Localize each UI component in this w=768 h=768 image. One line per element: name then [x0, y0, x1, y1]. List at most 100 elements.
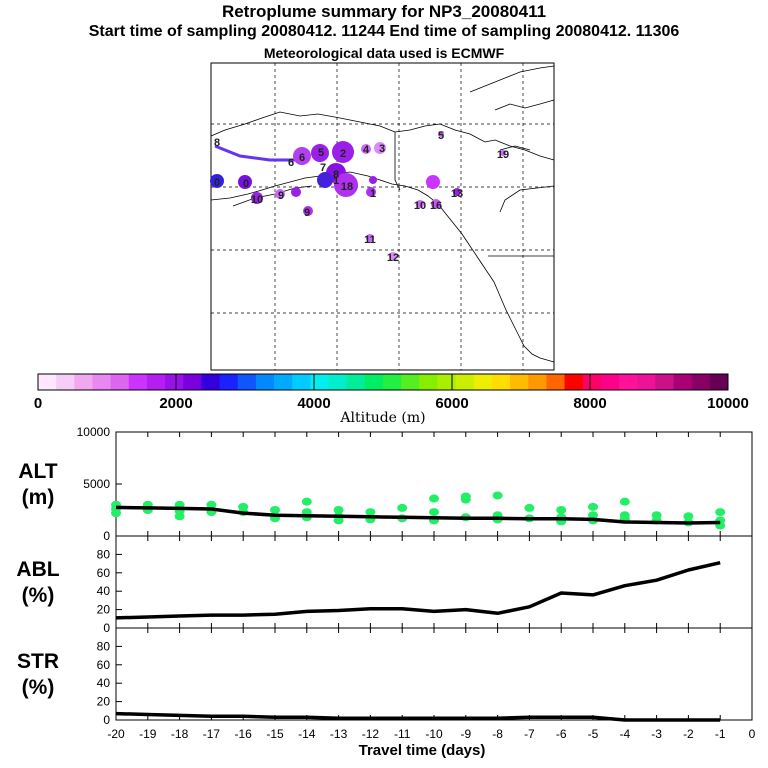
coastline — [210, 65, 555, 363]
alt-point — [715, 508, 726, 517]
plume-blob — [426, 175, 440, 189]
panel-ylabel: STR — [17, 650, 59, 673]
alt-point — [619, 497, 630, 506]
x-tick-label: -11 — [394, 727, 411, 741]
plume-blob — [210, 174, 224, 188]
plume-blob — [453, 188, 461, 196]
plume-blob — [291, 187, 301, 197]
colorbar-segment — [128, 374, 148, 390]
alt-point — [492, 491, 503, 500]
x-tick-label: -6 — [556, 727, 567, 741]
plume-blob — [369, 176, 377, 184]
plume-blob — [389, 252, 397, 260]
colorbar-segment — [709, 374, 729, 390]
x-tick-label: -20 — [107, 727, 125, 741]
alt-point — [365, 508, 376, 517]
y-tick-label: 0 — [103, 621, 110, 635]
y-tick-label: 20 — [97, 695, 111, 709]
panel-yunit: (%) — [22, 584, 55, 607]
colorbar-segment — [383, 374, 402, 390]
colorbar-tick-label: 6000 — [435, 395, 468, 412]
colorbar-tick-label: 8000 — [573, 395, 606, 412]
alt-point — [588, 502, 598, 511]
plume-blob — [251, 192, 263, 204]
map-label: 11 — [364, 234, 376, 246]
x-tick-label: -16 — [235, 727, 253, 741]
y-tick-label: 80 — [97, 547, 111, 561]
alt-point — [556, 506, 567, 514]
y-tick-label: 80 — [97, 639, 111, 653]
y-tick-label: 60 — [97, 658, 111, 672]
colorbar-segment — [564, 374, 584, 390]
map-label: 6 — [288, 157, 294, 169]
colorbar-segment — [219, 374, 239, 390]
plume-trail — [214, 144, 300, 162]
colorbar-segment — [274, 374, 293, 390]
colorbar-tick-label: 4000 — [297, 395, 330, 412]
plume-blob — [332, 141, 354, 163]
alt-point — [524, 503, 535, 512]
y-tick-label: 40 — [97, 676, 111, 690]
map-label: 10 — [251, 194, 263, 206]
colorbar-segment — [637, 374, 656, 390]
x-tick-label: -9 — [460, 727, 471, 741]
x-tick-label: -15 — [266, 727, 284, 741]
plume-blob — [275, 189, 285, 199]
map-label: 5 — [438, 130, 444, 142]
x-tick-label: -7 — [524, 727, 535, 741]
alt-point — [174, 512, 185, 521]
map-label: 12 — [387, 252, 399, 264]
alt-point — [301, 497, 312, 506]
alt-point — [111, 509, 121, 518]
panel-yunit: (m) — [22, 486, 55, 509]
x-tick-label: -5 — [588, 727, 599, 741]
alt-point — [429, 508, 439, 517]
map-label: 19 — [497, 149, 509, 161]
colorbar-segment — [110, 374, 130, 390]
alt-point — [429, 494, 439, 503]
colorbar-segment — [56, 374, 75, 390]
x-tick-label: 0 — [749, 727, 756, 741]
map-label: 1 — [333, 175, 339, 187]
colorbar-segment — [328, 374, 348, 390]
y-tick-label: 0 — [103, 713, 110, 727]
plume-blob — [293, 147, 311, 165]
plume-blob — [366, 187, 376, 197]
panel-frame — [115, 627, 753, 721]
alt-point — [397, 503, 408, 512]
plume-markers — [210, 131, 506, 260]
alt-point — [333, 516, 344, 525]
y-tick-label: 40 — [97, 584, 111, 598]
plume-blob — [303, 206, 313, 216]
alt-point — [270, 506, 280, 514]
colorbar-segment — [455, 374, 475, 390]
colorbar-label: Altitude (m) — [339, 410, 425, 426]
colorbar-segment — [528, 374, 547, 390]
colorbar-segment — [655, 374, 675, 390]
plume-blob — [438, 131, 444, 137]
y-tick-label: 10000 — [77, 425, 111, 439]
x-tick-label: -8 — [492, 727, 503, 741]
map-label: 10 — [414, 200, 426, 212]
plume-blob — [317, 172, 333, 188]
colorbar-segment — [74, 374, 93, 390]
chart-title: Retroplume summary for NP3_20080411 — [221, 2, 547, 21]
plume-blob — [334, 173, 358, 197]
x-tick-label: -18 — [171, 727, 189, 741]
x-tick-label: -19 — [139, 727, 157, 741]
colorbar-segment — [183, 374, 202, 390]
plume-blob — [311, 144, 329, 162]
y-tick-label: 20 — [97, 603, 111, 617]
map-label: 4 — [363, 144, 370, 156]
alt-point — [333, 506, 344, 514]
x-tick-label: -2 — [683, 727, 694, 741]
sampling-times: Start time of sampling 20080412. 11244 E… — [88, 23, 680, 40]
plume-blob — [238, 175, 252, 189]
colorbar-segment — [582, 374, 602, 390]
altitude-colorbar: 0 2000 4000 6000 8000 10000 Altitude (m) — [34, 373, 749, 426]
colorbar-segment — [600, 374, 620, 390]
map-label: 16 — [430, 200, 442, 212]
